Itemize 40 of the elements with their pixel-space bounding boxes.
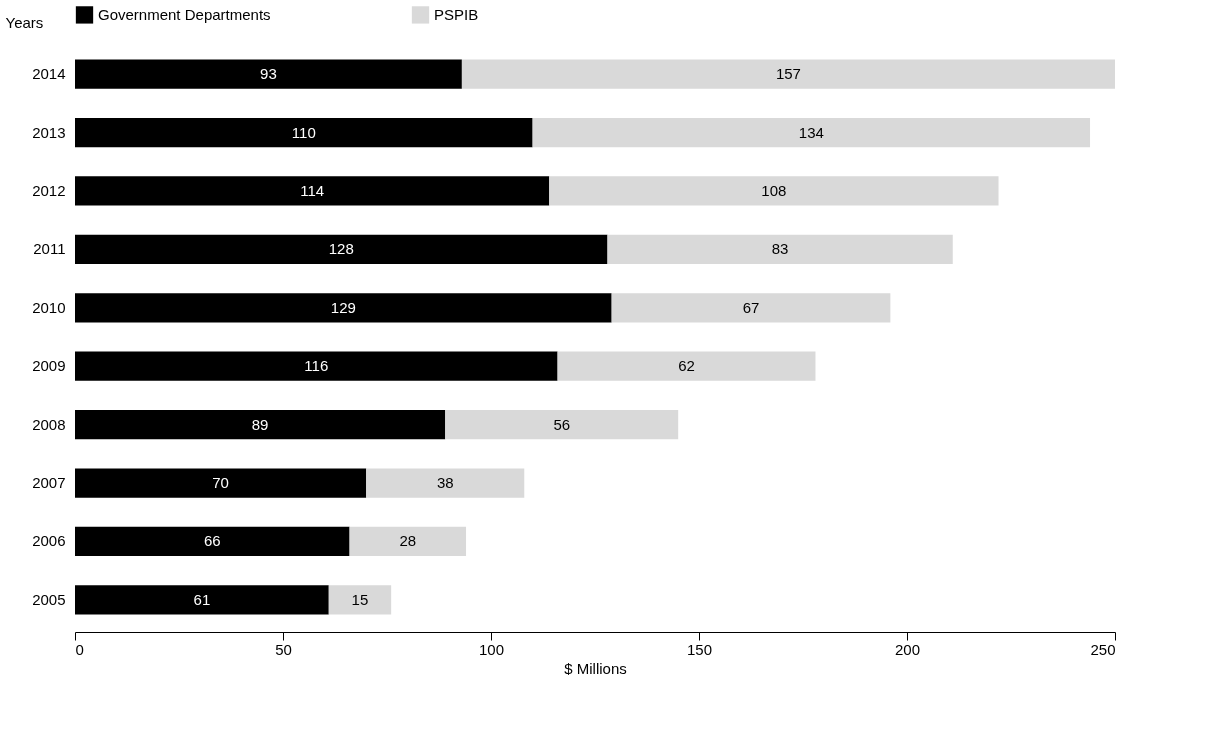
y-tick-label: 2011 [33, 240, 66, 258]
legend-label: PSPIB [434, 5, 479, 23]
x-tick-label: 250 [1090, 640, 1116, 658]
data-label: 129 [330, 298, 356, 316]
y-tick-label: 2007 [32, 474, 66, 492]
data-label: 62 [678, 357, 695, 375]
data-label: 67 [742, 298, 760, 316]
data-label: 108 [761, 181, 787, 199]
data-label: 128 [328, 240, 354, 258]
data-label: 70 [212, 474, 229, 492]
data-label: 56 [553, 415, 571, 433]
y-tick-label: 2012 [32, 181, 66, 199]
x-tick-label: 50 [275, 640, 292, 658]
legend-label: Government Departments [98, 5, 271, 23]
data-label: 83 [771, 240, 789, 258]
x-axis-title: $ Millions [564, 659, 627, 677]
data-label: 28 [399, 532, 417, 550]
data-label: 61 [193, 590, 211, 608]
x-tick-label: 0 [75, 640, 84, 658]
data-label: 89 [251, 415, 269, 433]
x-tick-label: 150 [686, 640, 713, 658]
y-tick-label: 2013 [32, 123, 66, 141]
y-tick-label: 2014 [32, 65, 66, 83]
y-tick-label: 2010 [32, 298, 66, 316]
y-tick-label: 2008 [32, 415, 66, 433]
data-label: 66 [203, 532, 221, 550]
y-tick-label: 2009 [32, 357, 66, 375]
data-label: 93 [260, 65, 277, 83]
y-axis-title: Years [5, 13, 44, 31]
data-label: 114 [300, 181, 325, 199]
data-label: 15 [351, 590, 369, 608]
x-tick-label: 200 [894, 640, 921, 658]
y-tick-label: 2006 [32, 532, 66, 550]
data-label: 157 [775, 65, 801, 83]
data-label: 110 [291, 123, 316, 141]
data-label: 134 [798, 123, 824, 141]
y-tick-label: 2005 [32, 590, 66, 608]
data-label: 116 [304, 357, 329, 375]
data-label: 38 [436, 474, 454, 492]
x-tick-label: 100 [478, 640, 505, 658]
